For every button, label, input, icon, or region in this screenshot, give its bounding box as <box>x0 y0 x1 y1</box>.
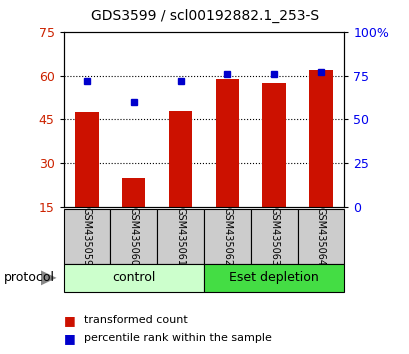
Text: GSM435060: GSM435060 <box>128 207 138 266</box>
Bar <box>215 79 238 207</box>
Text: control: control <box>112 272 155 284</box>
Bar <box>122 178 145 207</box>
Text: percentile rank within the sample: percentile rank within the sample <box>84 333 271 343</box>
Text: transformed count: transformed count <box>84 315 187 325</box>
Text: ■: ■ <box>63 314 75 327</box>
Bar <box>75 112 99 207</box>
Text: GSM435062: GSM435062 <box>222 207 232 266</box>
Bar <box>169 111 192 207</box>
Text: GSM435063: GSM435063 <box>269 207 279 266</box>
Bar <box>308 70 332 207</box>
Text: Eset depletion: Eset depletion <box>229 272 318 284</box>
Text: GSM435059: GSM435059 <box>82 207 92 266</box>
Text: GSM435061: GSM435061 <box>175 207 185 266</box>
Bar <box>110 209 157 264</box>
Bar <box>203 264 344 292</box>
Bar <box>157 209 203 264</box>
Bar <box>297 209 344 264</box>
Text: ■: ■ <box>63 332 75 344</box>
Bar <box>203 209 250 264</box>
Text: GDS3599 / scl00192882.1_253-S: GDS3599 / scl00192882.1_253-S <box>91 9 318 23</box>
Polygon shape <box>41 270 56 285</box>
Text: protocol: protocol <box>4 272 55 284</box>
Bar <box>250 209 297 264</box>
Bar <box>63 264 204 292</box>
Bar <box>262 83 285 207</box>
Text: GSM435064: GSM435064 <box>315 207 325 266</box>
Bar <box>63 209 110 264</box>
